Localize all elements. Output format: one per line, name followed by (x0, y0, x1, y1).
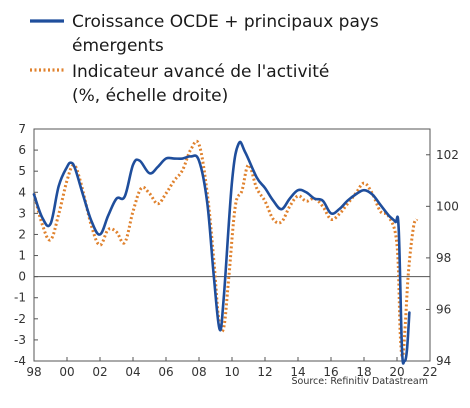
x-tick-label: 12 (257, 365, 272, 379)
x-tick-label: 98 (26, 365, 41, 379)
left-tick-label: -2 (14, 312, 26, 326)
x-tick-label: 18 (356, 365, 371, 379)
source-note: Source: Refinitiv Datastream (292, 376, 429, 387)
x-tick-label: 06 (158, 365, 173, 379)
plot-area (33, 128, 431, 362)
right-tick-label: 98 (436, 251, 451, 265)
legend: Croissance OCDE + principaux pays émerge… (30, 12, 379, 106)
legend-entry-growth: Croissance OCDE + principaux pays émerge… (30, 12, 379, 56)
legend-label-leading-indicator-line2: (%, échelle droite) (72, 86, 228, 106)
right-tick-label: 102 (436, 148, 459, 162)
right-tick-label: 100 (436, 199, 459, 213)
x-tick-label: 02 (92, 365, 107, 379)
right-tick-label: 94 (436, 354, 451, 368)
left-tick-label: -1 (14, 291, 26, 305)
legend-entry-leading-indicator: Indicateur avancé de l'activité (%, éche… (30, 62, 329, 106)
x-tick-label: 20 (389, 365, 404, 379)
left-tick-label: 7 (18, 122, 26, 136)
series-line-leading-indicator (32, 139, 419, 358)
x-tick-label: 08 (191, 365, 206, 379)
left-tick-label: 4 (18, 185, 26, 199)
legend-label-growth-line2: émergents (72, 36, 164, 56)
left-tick-label: -3 (14, 333, 26, 347)
right-tick-label: 96 (436, 302, 451, 316)
x-tick-label: 00 (59, 365, 74, 379)
series-line-growth (32, 140, 411, 365)
left-tick-label: -4 (14, 354, 26, 368)
x-tick-label: 16 (323, 365, 338, 379)
x-tick-label: 04 (125, 365, 140, 379)
left-tick-label: 6 (18, 143, 26, 157)
legend-label-leading-indicator-line1: Indicateur avancé de l'activité (72, 62, 329, 82)
left-tick-label: 2 (18, 227, 26, 241)
x-tick-label: 10 (224, 365, 239, 379)
legend-label-growth-line1: Croissance OCDE + principaux pays (72, 12, 379, 32)
x-tick-label: 14 (290, 365, 305, 379)
left-tick-label: 3 (18, 206, 26, 220)
x-axis: 98 00 02 04 06 08 10 12 14 16 18 20 22 (26, 357, 438, 379)
left-tick-label: 1 (18, 249, 26, 263)
right-axis: 94 96 98 100 102 (426, 148, 459, 368)
x-tick-label: 22 (422, 365, 437, 379)
left-tick-label: 0 (18, 270, 26, 284)
left-axis: -4 -3 -2 -1 0 1 2 3 4 5 6 7 (14, 122, 38, 368)
left-tick-label: 5 (18, 164, 26, 178)
